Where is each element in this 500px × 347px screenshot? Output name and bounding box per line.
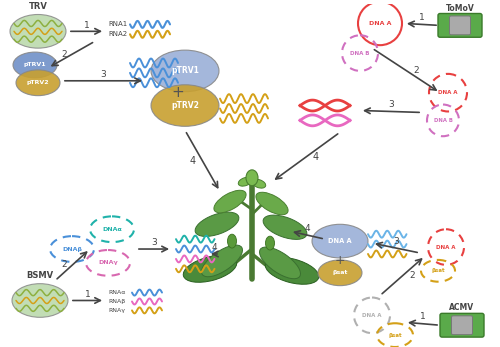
Text: 4: 4 — [190, 156, 196, 166]
Ellipse shape — [252, 179, 266, 188]
Ellipse shape — [260, 247, 300, 279]
Text: RNA2: RNA2 — [108, 31, 127, 37]
Ellipse shape — [214, 190, 246, 213]
Ellipse shape — [184, 255, 236, 282]
Ellipse shape — [246, 170, 258, 186]
Ellipse shape — [312, 224, 368, 258]
FancyBboxPatch shape — [450, 16, 470, 35]
Ellipse shape — [266, 236, 274, 250]
Ellipse shape — [266, 257, 318, 284]
Text: DNAα: DNAα — [102, 227, 122, 232]
Text: DNA B: DNA B — [350, 51, 370, 56]
Text: 1: 1 — [84, 21, 89, 30]
Text: DNA A: DNA A — [436, 245, 456, 249]
Text: 3: 3 — [388, 100, 394, 109]
Text: pTRV2: pTRV2 — [26, 80, 50, 85]
Ellipse shape — [263, 215, 307, 239]
Ellipse shape — [151, 85, 219, 126]
Text: DNA A: DNA A — [328, 238, 352, 244]
Text: pTRV1: pTRV1 — [24, 62, 46, 67]
Text: DNA A: DNA A — [369, 21, 391, 26]
Ellipse shape — [12, 283, 68, 317]
Text: 4: 4 — [211, 243, 217, 252]
Text: 2: 2 — [410, 271, 416, 280]
Text: 4: 4 — [313, 152, 319, 162]
Text: βsat: βsat — [388, 333, 402, 338]
Ellipse shape — [228, 234, 236, 248]
Text: ACMV: ACMV — [450, 303, 474, 312]
Text: DNAβ: DNAβ — [62, 246, 82, 252]
Text: pTRV1: pTRV1 — [171, 66, 199, 75]
Text: TRV: TRV — [28, 1, 48, 10]
Ellipse shape — [318, 260, 362, 286]
Ellipse shape — [195, 212, 239, 236]
Text: RNAα: RNAα — [108, 290, 126, 295]
Text: 1: 1 — [418, 13, 424, 22]
Text: βsat: βsat — [332, 270, 347, 275]
Ellipse shape — [256, 192, 288, 215]
Text: 1: 1 — [420, 312, 426, 321]
Text: RNAγ: RNAγ — [108, 308, 125, 313]
Text: 2: 2 — [413, 66, 419, 75]
Text: 2: 2 — [62, 50, 68, 59]
Text: BSMV: BSMV — [26, 271, 54, 280]
FancyBboxPatch shape — [452, 316, 472, 335]
Ellipse shape — [238, 177, 252, 186]
Ellipse shape — [16, 70, 60, 96]
Text: RNA1: RNA1 — [108, 22, 127, 27]
Text: 3: 3 — [100, 70, 106, 79]
Text: 3: 3 — [393, 237, 399, 246]
Ellipse shape — [13, 52, 57, 78]
Ellipse shape — [151, 50, 219, 92]
Text: +: + — [334, 254, 345, 268]
Text: +: + — [172, 85, 184, 100]
FancyBboxPatch shape — [440, 313, 484, 337]
Text: RNAβ: RNAβ — [108, 299, 125, 304]
Text: DNA A: DNA A — [362, 313, 382, 318]
Ellipse shape — [10, 15, 66, 48]
Text: 2: 2 — [62, 260, 68, 269]
Text: 3: 3 — [151, 238, 157, 247]
Text: 4: 4 — [304, 224, 310, 233]
Text: pTRV2: pTRV2 — [171, 101, 199, 110]
Ellipse shape — [202, 245, 242, 277]
Text: ToMoV: ToMoV — [446, 3, 474, 12]
Text: DNA B: DNA B — [434, 118, 452, 123]
Text: 1: 1 — [84, 290, 90, 299]
Text: βsat: βsat — [431, 268, 445, 273]
Text: DNAγ: DNAγ — [98, 260, 118, 265]
Text: DNA A: DNA A — [438, 90, 458, 95]
FancyBboxPatch shape — [438, 14, 482, 37]
